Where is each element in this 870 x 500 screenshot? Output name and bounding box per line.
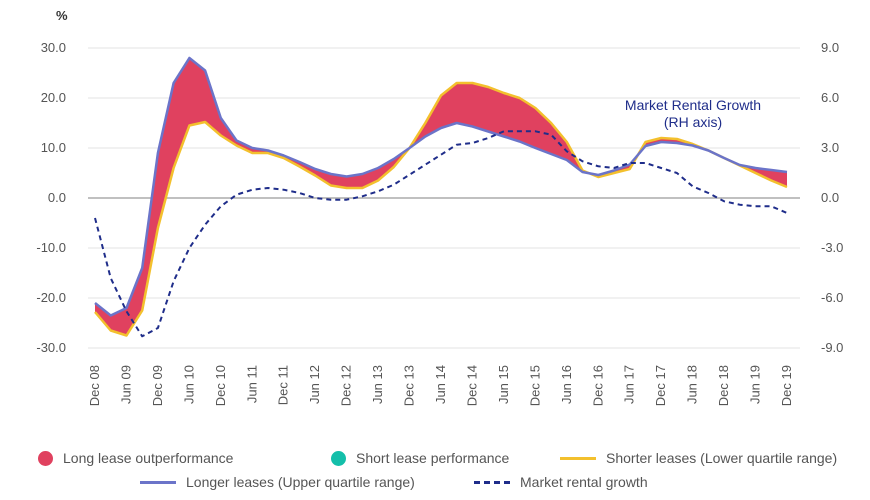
x-tick-label: Dec 09	[150, 365, 165, 406]
series-lines	[94, 56, 788, 338]
right-tick-label: 3.0	[821, 140, 839, 155]
legend-label: Short lease performance	[356, 450, 510, 466]
left-tick-label: 0.0	[48, 190, 66, 205]
x-tick-label: Jun 15	[496, 365, 511, 404]
legend-label: Shorter leases (Lower quartile range)	[606, 450, 838, 466]
legend-market-growth: Market rental growth	[474, 474, 648, 490]
x-tick-label: Dec 16	[590, 365, 605, 406]
shorter-leases-line	[94, 81, 788, 337]
market-rental-growth-line	[94, 130, 788, 338]
left-axis-unit: %	[56, 8, 68, 23]
x-tick-label: Jun 17	[622, 365, 637, 404]
left-tick-label: 20.0	[41, 90, 66, 105]
legend-longer-leases: Longer leases (Upper quartile range)	[140, 474, 415, 490]
legend-label: Longer leases (Upper quartile range)	[186, 474, 415, 490]
legend-short-performance: Short lease performance	[331, 450, 509, 466]
x-tick-label: Dec 10	[213, 365, 228, 406]
x-tick-label: Dec 18	[716, 365, 731, 406]
legend-shorter-leases: Shorter leases (Lower quartile range)	[560, 450, 837, 466]
right-tick-label: -3.0	[821, 240, 843, 255]
left-tick-label: -20.0	[36, 290, 66, 305]
left-tick-label: -30.0	[36, 340, 66, 355]
x-tick-label: Jun 09	[118, 365, 133, 404]
legend-swatch-red	[38, 450, 53, 466]
longer-leases-line	[94, 56, 788, 317]
x-tick-label: Dec 08	[87, 365, 102, 406]
long-lease-outperformance-area	[638, 138, 787, 187]
legend-swatch-purple-line	[140, 480, 176, 484]
x-tick-label: Dec 12	[339, 365, 354, 406]
legend-swatch-yellow-line	[560, 456, 596, 460]
right-tick-label: -6.0	[821, 290, 843, 305]
right-tick-label: 6.0	[821, 90, 839, 105]
left-tick-label: 10.0	[41, 140, 66, 155]
x-tick-label: Jun 19	[748, 365, 763, 404]
chart: 30.0 20.0 10.0 0.0 -10.0 -20.0 -30.0 9.0 6.0 3.0 0…	[36, 8, 843, 406]
x-tick-label: Dec 19	[779, 365, 794, 406]
legend-long-outperformance: Long lease outperformance	[38, 450, 233, 466]
legend-swatch-dashed-line	[474, 480, 510, 484]
annotation-line-2: (RH axis)	[664, 114, 722, 130]
x-tick-label: Jun 13	[370, 365, 385, 404]
legend-label: Market rental growth	[520, 474, 648, 490]
left-tick-label: -10.0	[36, 240, 66, 255]
legend-label: Long lease outperformance	[63, 450, 234, 466]
x-tick-label: Dec 11	[276, 365, 291, 405]
x-tick-label: Dec 14	[464, 365, 479, 406]
x-tick-label: Jun 18	[685, 365, 700, 404]
x-tick-label: Jun 16	[559, 365, 574, 404]
x-tick-label: Dec 17	[653, 365, 668, 406]
right-tick-label: -9.0	[821, 340, 843, 355]
right-tick-label: 0.0	[821, 190, 839, 205]
long-lease-outperformance-area	[95, 58, 590, 336]
x-tick-label: Dec 15	[527, 365, 542, 406]
x-tick-label: Jun 14	[433, 365, 448, 404]
right-tick-label: 9.0	[821, 40, 839, 55]
left-tick-label: 30.0	[41, 40, 66, 55]
legend-swatch-teal	[331, 450, 346, 466]
annotation-line-1: Market Rental Growth	[625, 97, 761, 113]
x-tick-label: Dec 13	[402, 365, 417, 406]
x-tick-label: Jun 12	[307, 365, 322, 404]
x-tick-label: Jun 11	[244, 365, 259, 403]
axis-ticks: 30.0 20.0 10.0 0.0 -10.0 -20.0 -30.0 9.0 6.0 3.0 0…	[36, 40, 843, 406]
x-tick-label: Jun 10	[181, 365, 196, 404]
